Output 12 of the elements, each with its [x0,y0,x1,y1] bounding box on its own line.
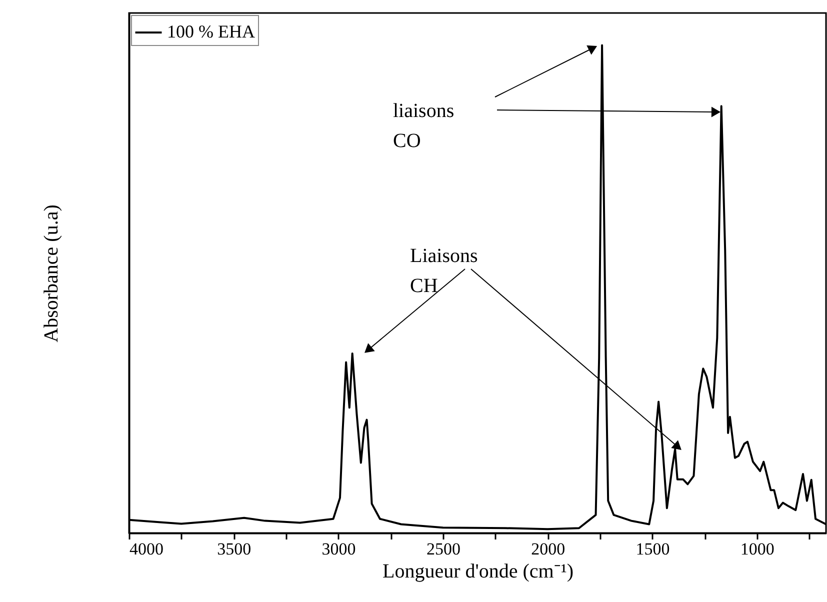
x-tick-label: 2500 [426,540,460,558]
x-tick-label: 3500 [217,540,252,558]
x-tick-label: 1000 [740,540,774,558]
x-tick-label: 4000 [130,540,164,558]
legend-label: 100 % EHA [167,22,255,42]
x-tick-label: 3000 [322,540,356,558]
y-axis-title: Absorbance (u.a) [40,204,62,342]
x-axis-title: Longueur d'onde (cm⁻¹) [382,560,574,582]
x-tick-label: 1500 [636,540,670,558]
annotation: Liaisons CH [410,245,478,297]
x-tick-label: 2000 [531,540,566,558]
annotation: liaisons CO [393,100,454,152]
